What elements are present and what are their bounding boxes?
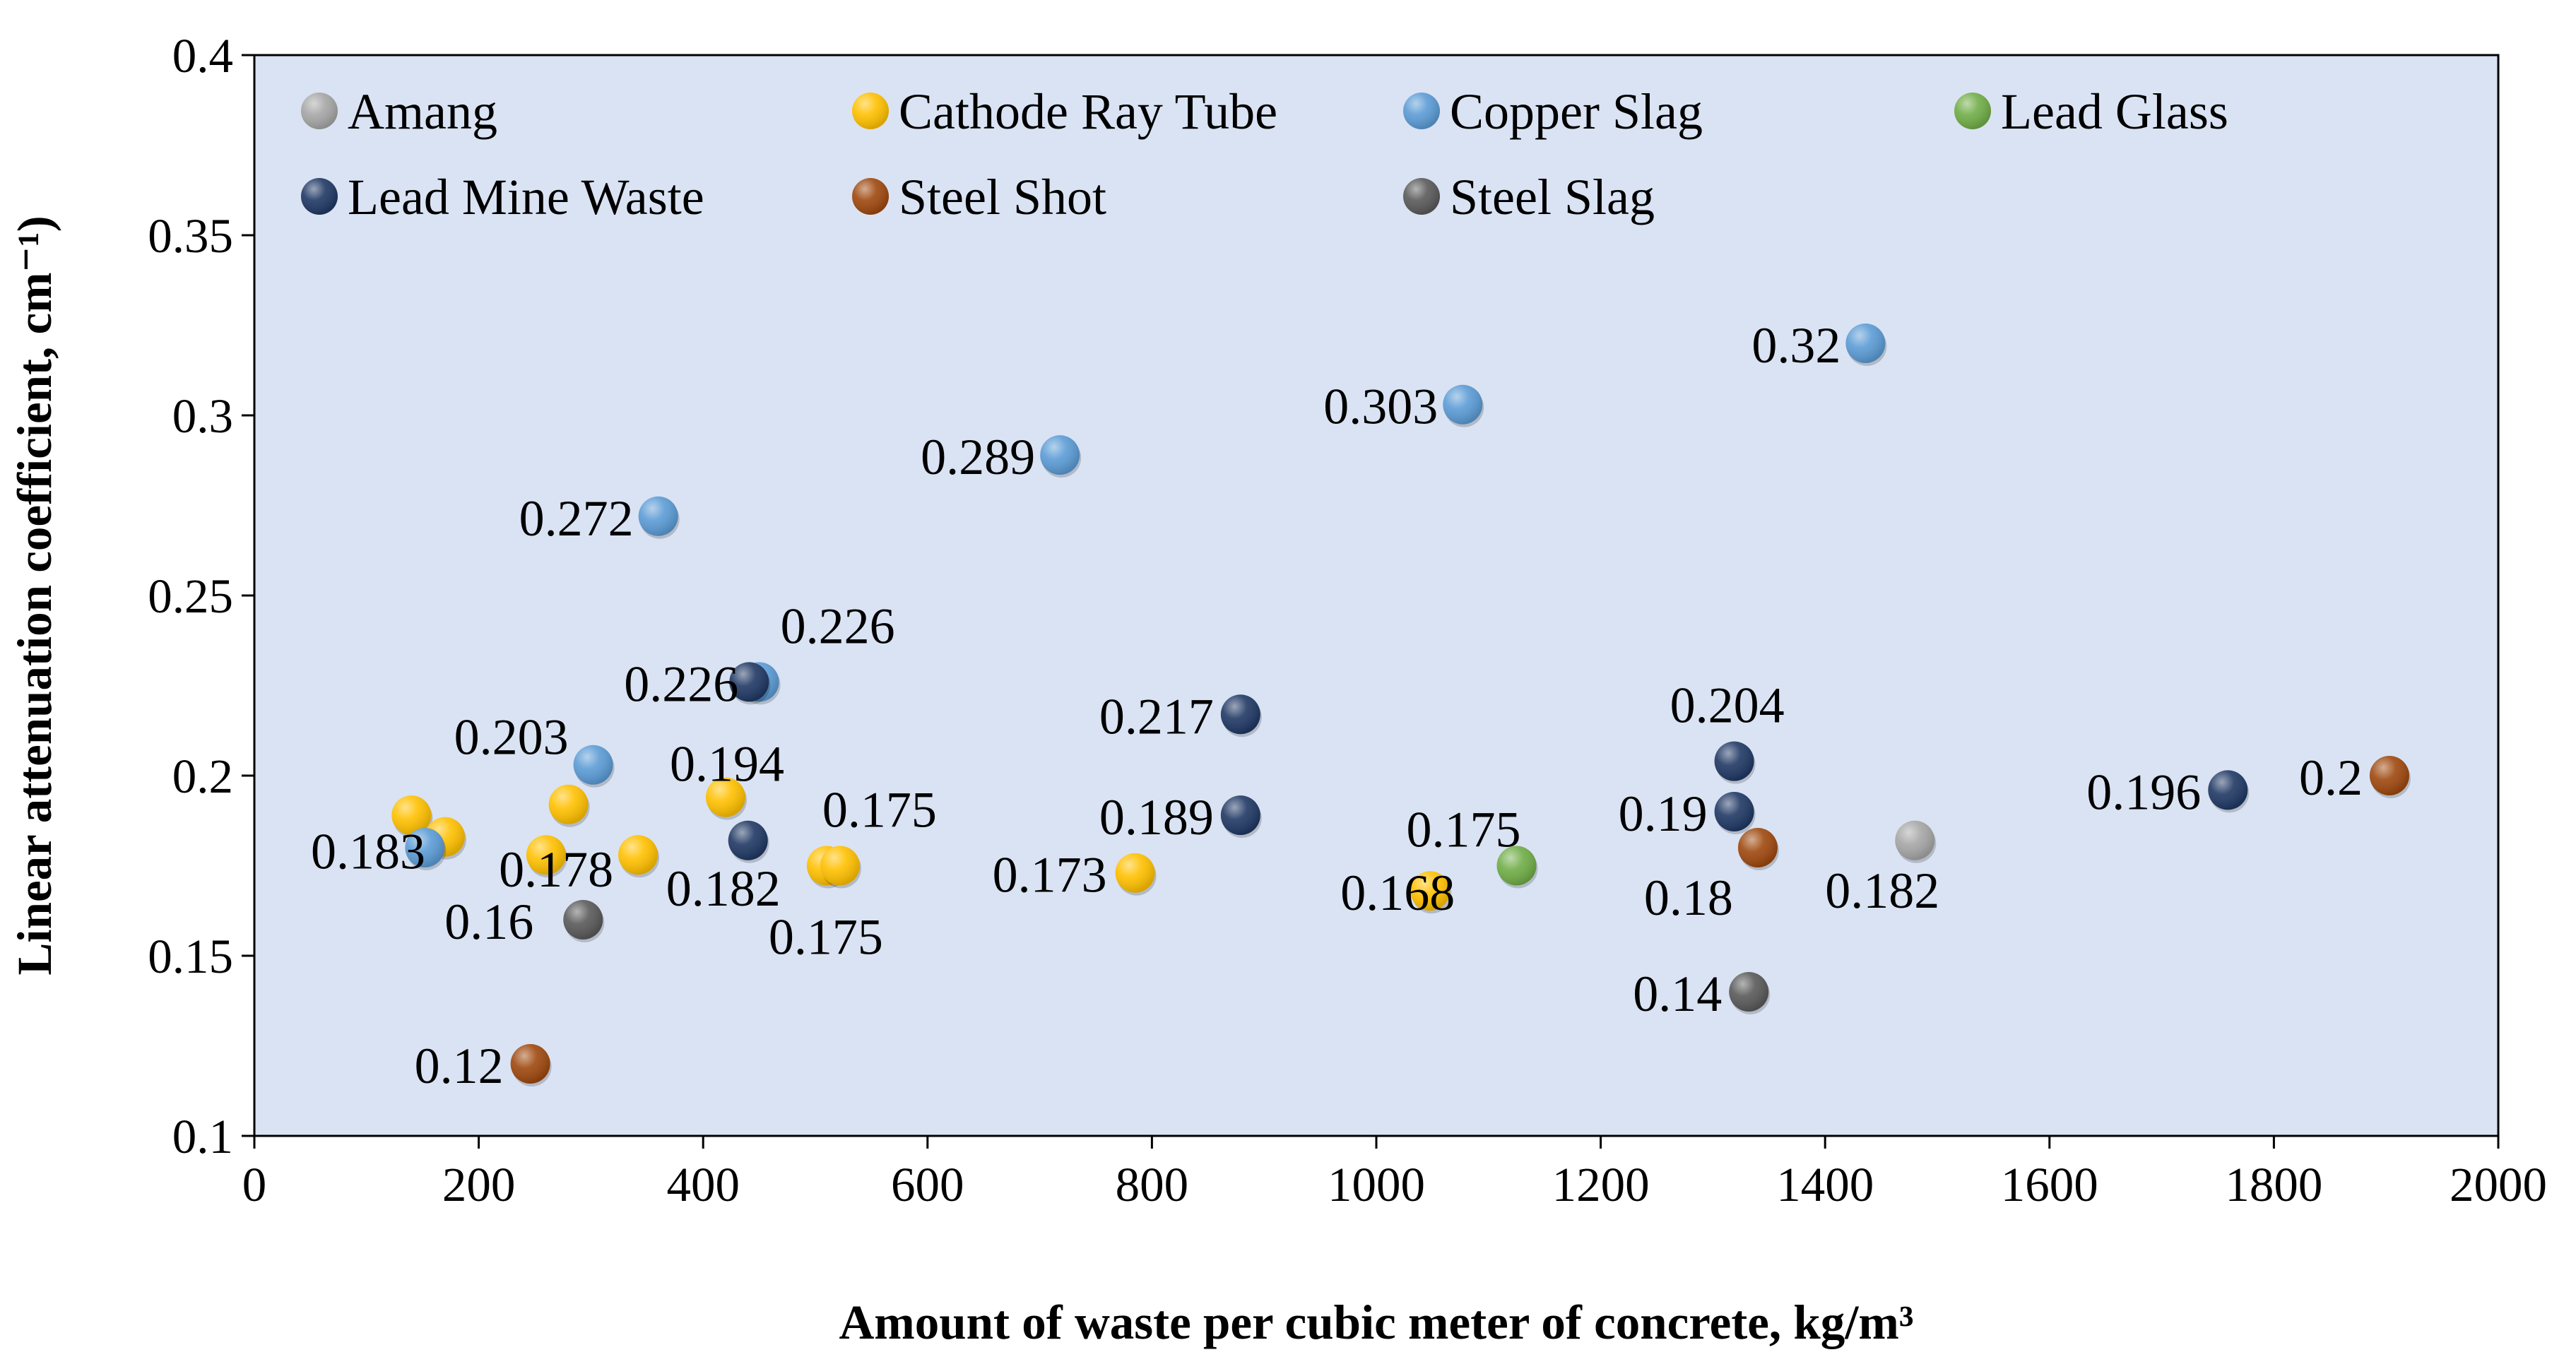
data-point-shine: [729, 662, 769, 702]
legend-marker-shine: [1954, 93, 1991, 129]
data-point-shine: [1714, 741, 1754, 781]
legend-label: Lead Glass: [2001, 83, 2228, 140]
data-point-shine: [2369, 756, 2409, 795]
y-tick-label: 0.4: [172, 29, 233, 83]
data-label: 0.2: [2299, 749, 2363, 806]
legend-marker-shine: [301, 93, 338, 129]
data-label: 0.175: [822, 782, 937, 838]
data-point-shine: [1845, 324, 1886, 363]
data-point-shine: [2208, 770, 2248, 810]
data-point-shine: [1115, 853, 1155, 893]
data-point-shine: [1040, 435, 1080, 475]
data-label: 0.217: [1099, 688, 1214, 745]
data-label: 0.14: [1633, 966, 1722, 1022]
data-point-shine: [1714, 792, 1754, 831]
data-point-shine: [548, 784, 589, 824]
data-point-shine: [563, 900, 603, 940]
data-labels: 0.182 0.183 0.178 0.194 0.175 0.175 0.173 0.168…: [311, 317, 2363, 1094]
legend-label: Steel Shot: [899, 169, 1106, 225]
x-tick-label: 1800: [2225, 1158, 2322, 1211]
data-label: 0.194: [670, 736, 784, 793]
legend-marker-shine: [301, 178, 338, 215]
plot-area: [253, 54, 2500, 1137]
data-point-shine: [638, 496, 678, 536]
legend-marker-shine: [852, 93, 889, 129]
data-point-shine: [1729, 972, 1769, 1012]
x-tick-label: 2000: [2450, 1158, 2547, 1211]
data-label: 0.32: [1751, 317, 1841, 374]
data-point-shine: [510, 1044, 550, 1084]
legend-label: Steel Slag: [1450, 169, 1655, 225]
data-label: 0.204: [1670, 677, 1785, 734]
data-label: 0.303: [1323, 379, 1438, 435]
legend-label: Copper Slag: [1450, 83, 1703, 140]
data-point-shine: [1443, 384, 1483, 425]
y-tick-label: 0.25: [148, 569, 233, 623]
y-tick-label: 0.3: [172, 389, 233, 443]
x-tick-label: 1200: [1552, 1158, 1650, 1211]
data-point-shine: [573, 745, 613, 785]
x-tick-label: 0: [242, 1158, 267, 1211]
y-tick-label: 0.1: [172, 1110, 233, 1163]
x-tick-label: 400: [666, 1158, 740, 1211]
y-tick-label: 0.15: [148, 930, 233, 983]
data-label: 0.182: [666, 860, 781, 917]
data-label: 0.289: [921, 429, 1035, 485]
x-axis-ticks: 0 200 400 600 800 1000 1200 1400 1600 1800 2000: [242, 1158, 2547, 1211]
data-label: 0.203: [454, 709, 569, 766]
legend-marker-shine: [852, 178, 889, 215]
data-label: 0.183: [311, 824, 425, 880]
data-label: 0.12: [415, 1038, 504, 1094]
x-tick-label: 1600: [2001, 1158, 2098, 1211]
data-point-shine: [1410, 871, 1451, 911]
x-tick-label: 600: [891, 1158, 964, 1211]
data-label: 0.173: [993, 847, 1107, 903]
y-tick-label: 0.2: [172, 749, 233, 803]
legend-marker-shine: [1403, 93, 1440, 129]
data-label: 0.226: [781, 598, 895, 654]
data-label: 0.19: [1619, 786, 1708, 842]
legend-label: Lead Mine Waste: [348, 169, 704, 225]
x-tick-label: 800: [1116, 1158, 1189, 1211]
data-point-shine: [391, 795, 432, 836]
data-label: 0.182: [1825, 863, 1939, 919]
x-tick-label: 1000: [1328, 1158, 1425, 1211]
data-label: 0.168: [1340, 865, 1455, 921]
data-point-shine: [820, 846, 860, 886]
data-label: 0.189: [1099, 789, 1214, 846]
legend-label: Cathode Ray Tube: [899, 83, 1277, 140]
data-label: 0.272: [519, 490, 634, 547]
data-point-shine: [1737, 828, 1778, 867]
x-axis-title: Amount of waste per cubic meter of concr…: [839, 1296, 1913, 1349]
axes: [242, 54, 2500, 1149]
data-label: 0.196: [2086, 764, 2201, 820]
y-axis-ticks: 0.1 0.15 0.2 0.25 0.3 0.35 0.4: [148, 29, 233, 1163]
data-points: [391, 324, 2411, 1086]
data-point-shine: [618, 835, 658, 875]
y-tick-label: 0.35: [148, 209, 233, 263]
legend: Amang Cathode Ray Tube Copper Slag Lead Gla…: [301, 83, 2228, 225]
legend-label: Amang: [348, 83, 497, 140]
legend-marker-shine: [1403, 178, 1440, 215]
data-point-shine: [526, 835, 566, 875]
data-point-shine: [705, 777, 745, 817]
data-label: 0.175: [769, 909, 883, 966]
data-label: 0.18: [1644, 870, 1733, 926]
data-label: 0.226: [624, 656, 738, 712]
data-label: 0.175: [1407, 802, 1521, 858]
data-point-shine: [1895, 820, 1935, 860]
data-label: 0.178: [499, 841, 613, 898]
data-point-shine: [1220, 694, 1260, 735]
y-axis-title: Linear attenuation coefficient, cm⁻¹): [8, 215, 61, 975]
data-point-shine: [1220, 795, 1260, 836]
data-point-shine: [728, 820, 768, 860]
data-label: 0.16: [444, 894, 533, 950]
data-point-shine: [405, 828, 445, 867]
x-tick-label: 1400: [1776, 1158, 1874, 1211]
data-point-shine: [1496, 846, 1537, 886]
x-tick-label: 200: [442, 1158, 516, 1211]
